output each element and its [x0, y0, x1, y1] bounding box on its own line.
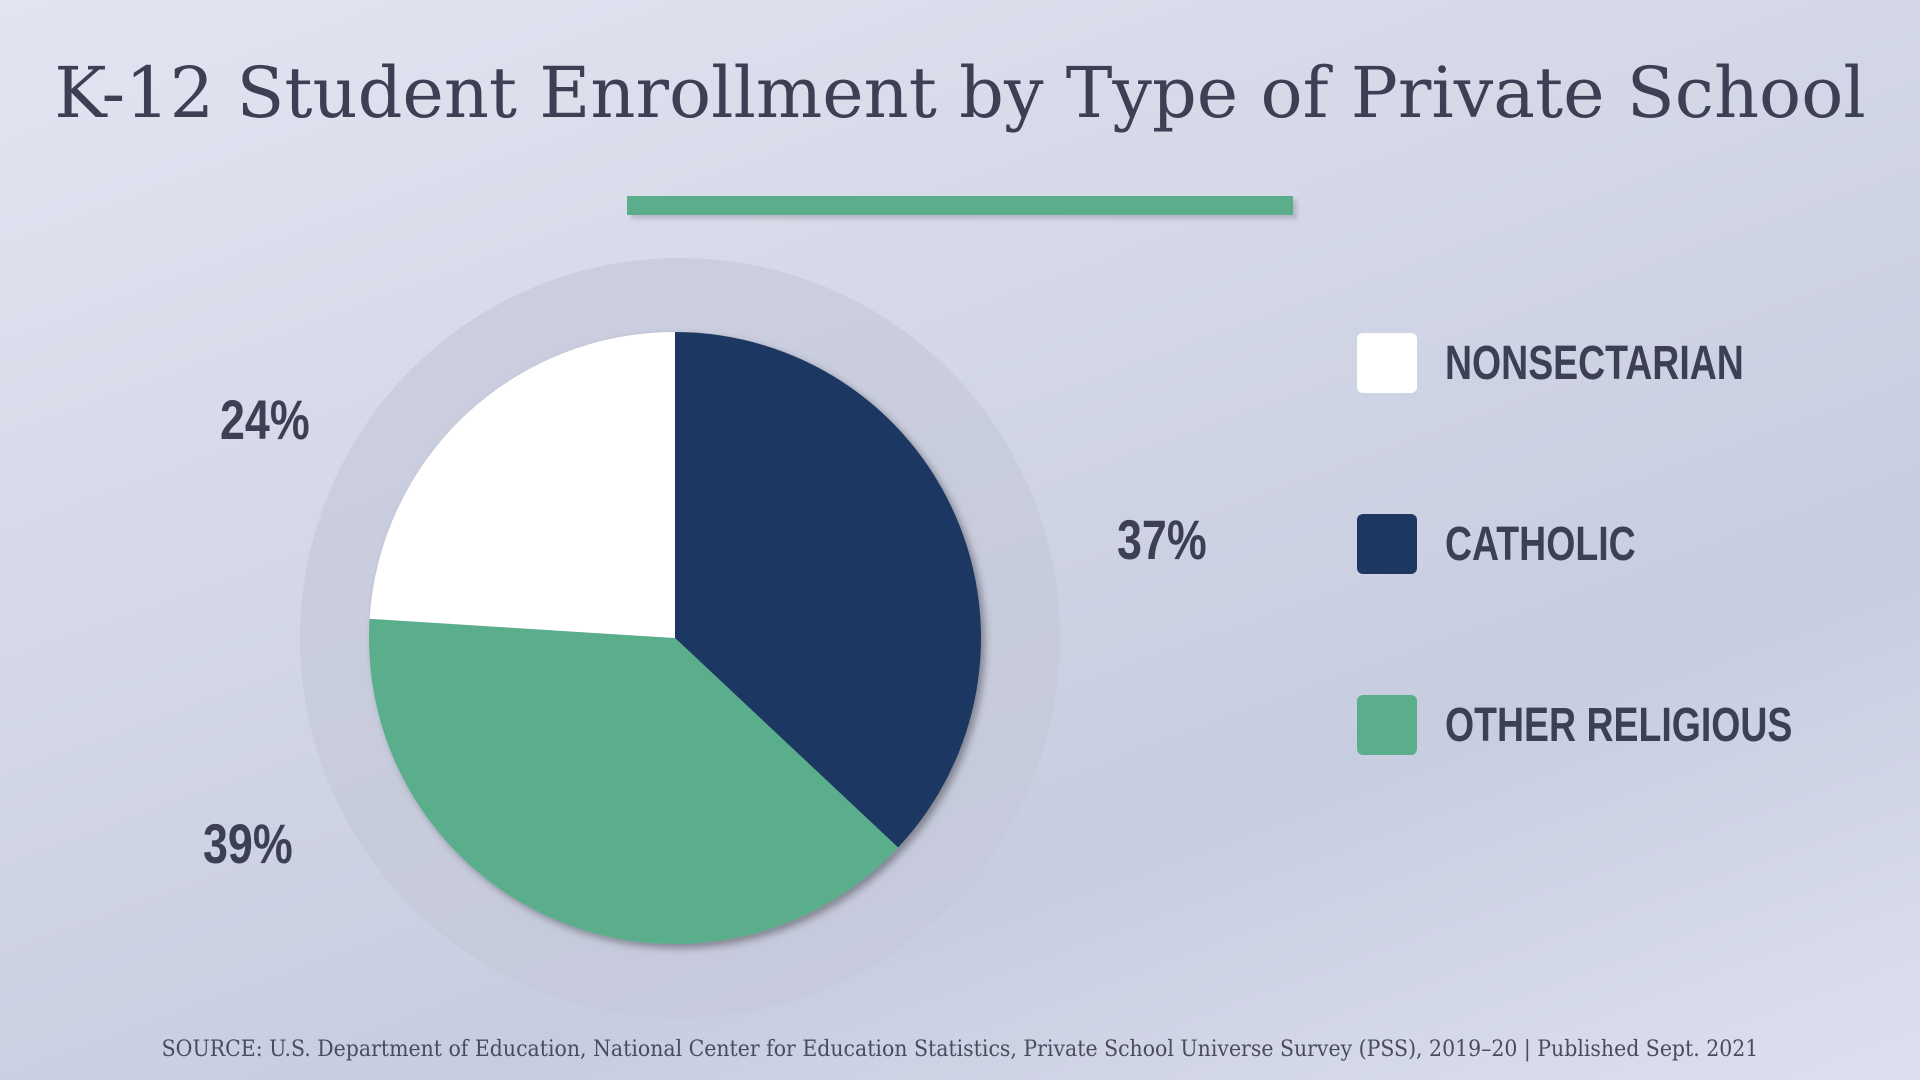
pie-slice-nonsectarian	[369, 332, 675, 638]
legend-label: CATHOLIC	[1445, 517, 1636, 571]
legend-swatch	[1357, 514, 1417, 574]
legend-label: OTHER RELIGIOUS	[1445, 698, 1793, 752]
legend-swatch	[1357, 695, 1417, 755]
title-underline	[627, 196, 1293, 215]
label-nonsectarian-pct: 24%	[220, 388, 310, 451]
legend-item-nonsectarian: NONSECTARIAN	[1357, 333, 1828, 393]
source-note: SOURCE: U.S. Department of Education, Na…	[161, 1037, 1759, 1062]
label-catholic-pct: 37%	[1117, 508, 1207, 571]
legend-swatch	[1357, 333, 1417, 393]
pie-slice-catholic	[675, 332, 981, 848]
legend-item-other-religious: OTHER RELIGIOUS	[1357, 695, 1890, 755]
pie-slice-other-religious	[368, 618, 899, 945]
legend-label: NONSECTARIAN	[1445, 336, 1744, 390]
chart-title: K-12 Student Enrollment by Type of Priva…	[54, 52, 1866, 134]
legend-item-catholic: CATHOLIC	[1357, 514, 1689, 574]
label-other-religious-pct: 39%	[203, 812, 293, 875]
